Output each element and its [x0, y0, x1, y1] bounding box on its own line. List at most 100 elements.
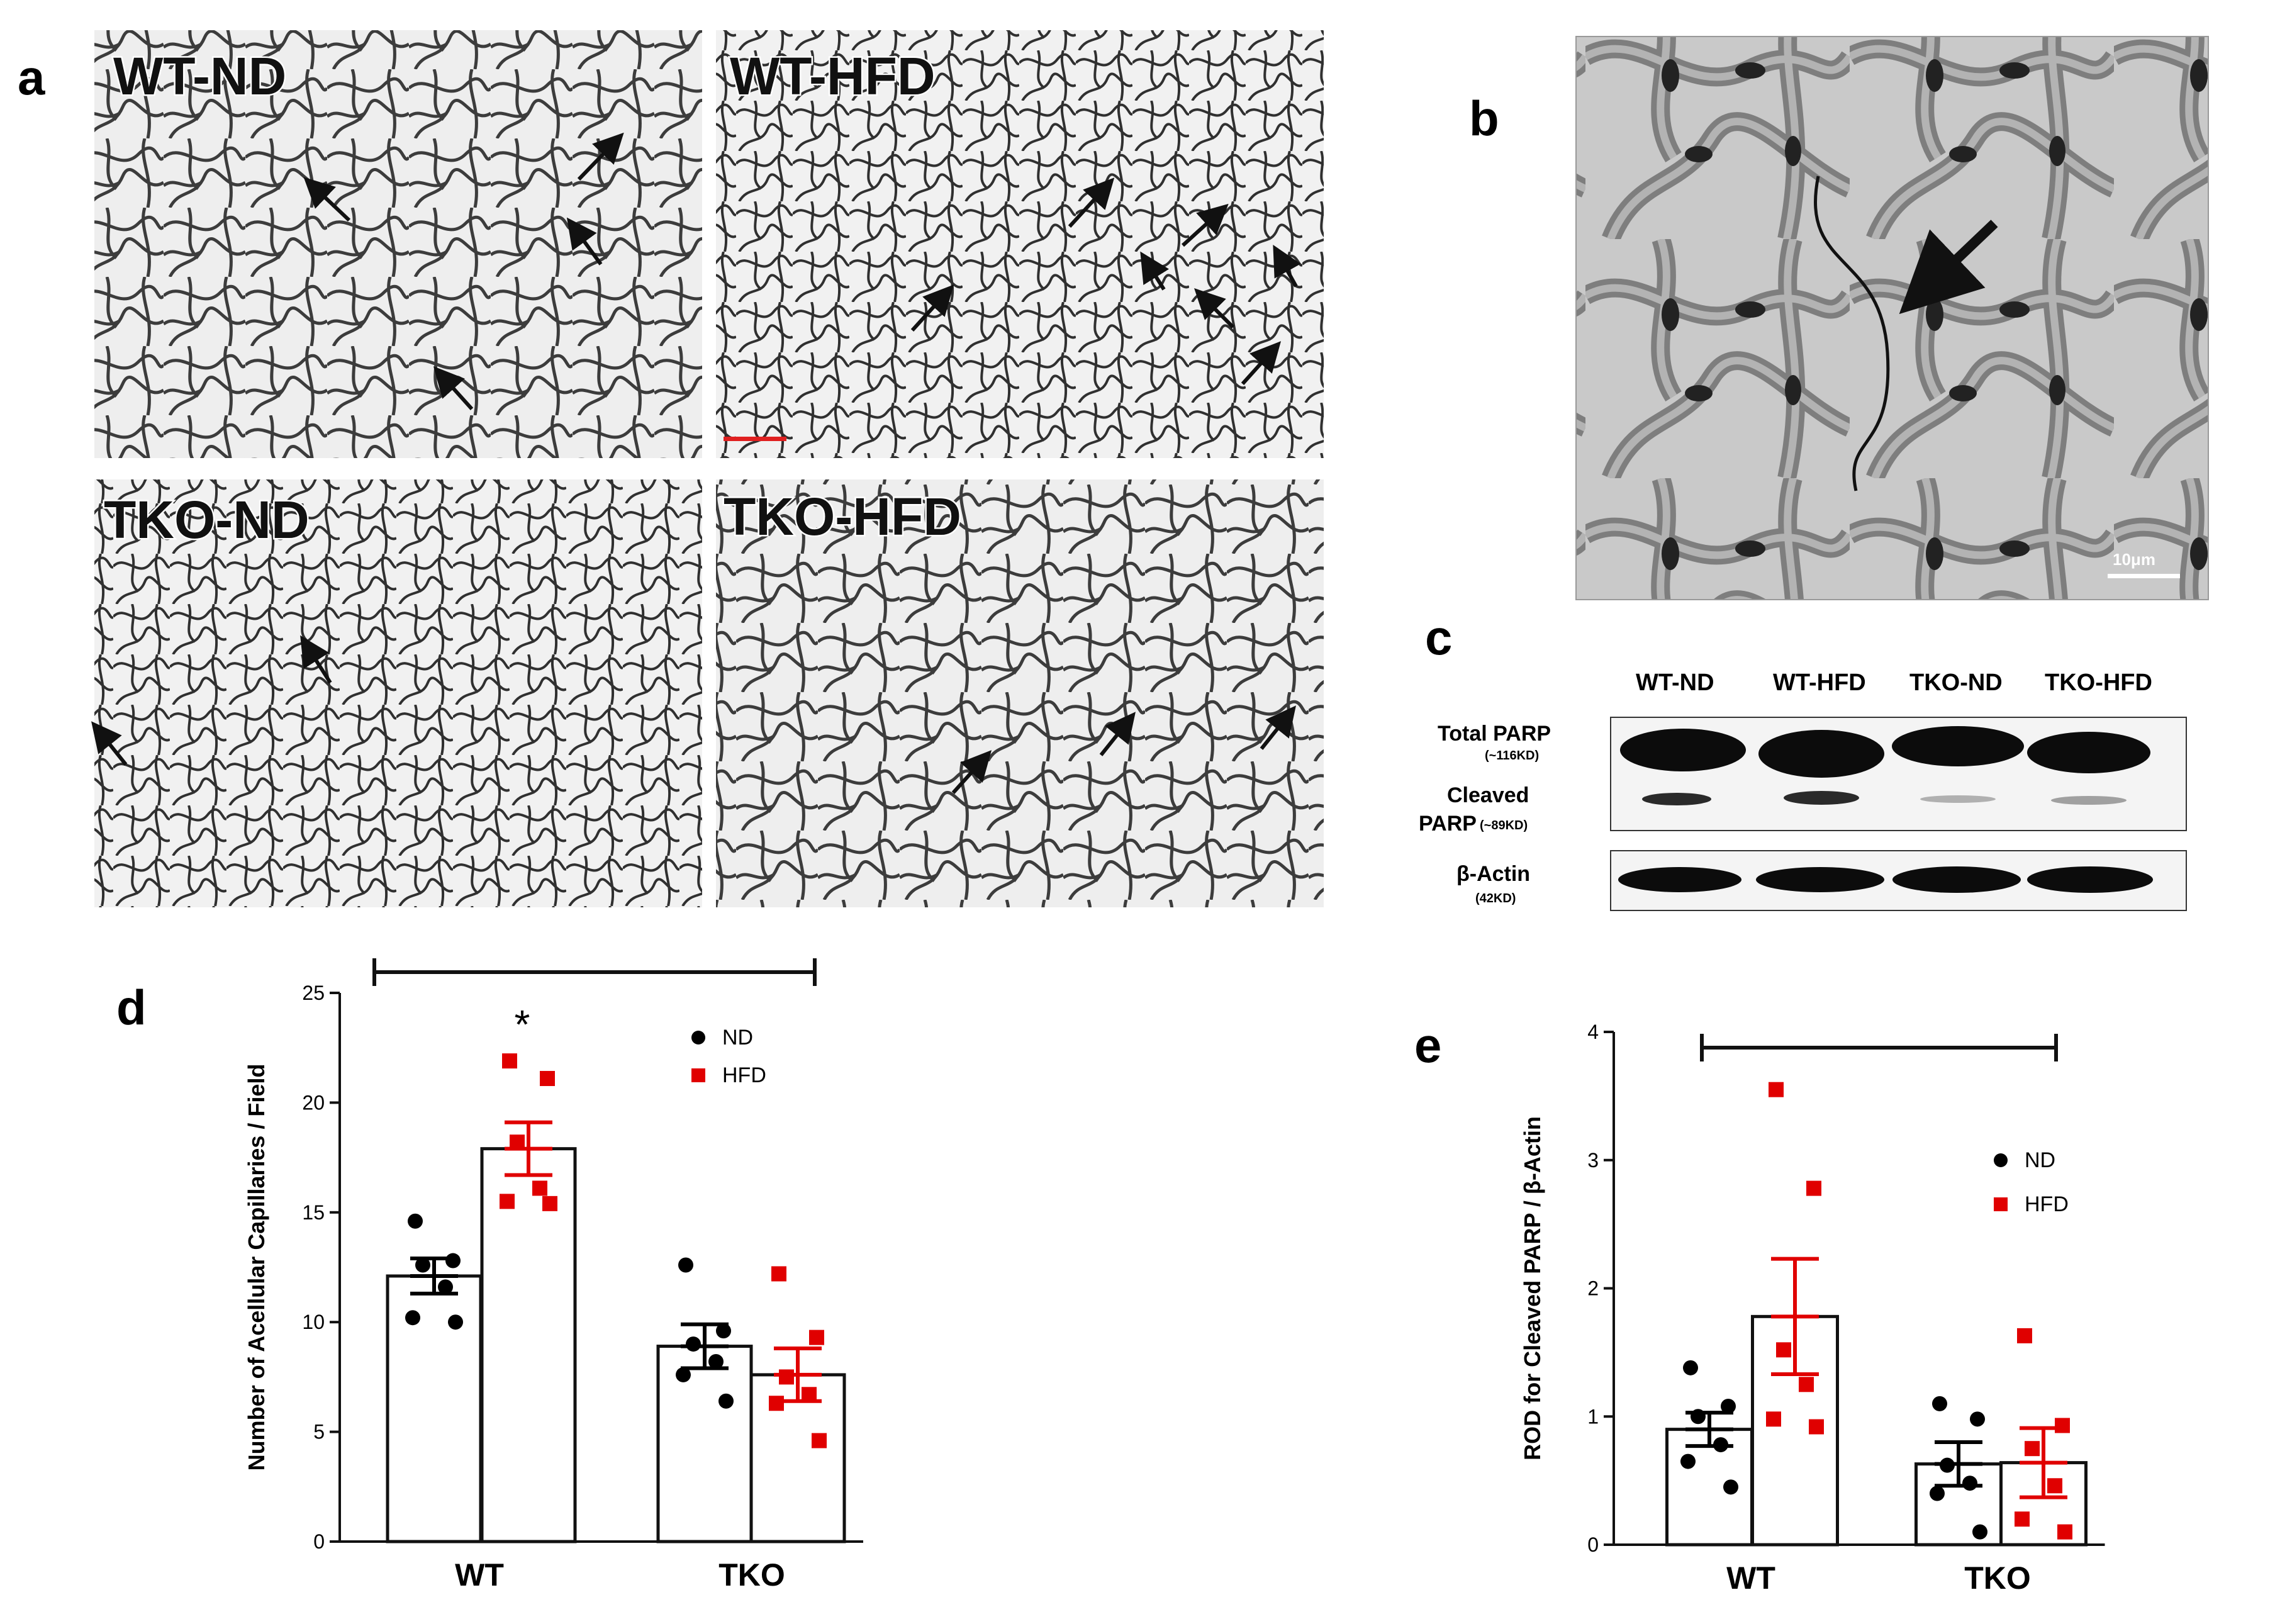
- data-point: [1713, 1437, 1728, 1453]
- y-tick-label: 5: [313, 1421, 325, 1443]
- data-point: [1680, 1453, 1696, 1469]
- data-point: [2047, 1478, 2062, 1494]
- y-tick-label: 0: [313, 1530, 325, 1553]
- data-point: [1962, 1476, 1977, 1491]
- y-tick-label: 0: [1587, 1533, 1599, 1556]
- x-category-label: WT: [455, 1557, 504, 1593]
- data-point: [2017, 1328, 2032, 1343]
- data-point: [2057, 1524, 2072, 1540]
- data-point: [809, 1330, 824, 1345]
- data-point: [812, 1433, 827, 1448]
- large-arrow: [1899, 220, 1998, 315]
- data-point: [779, 1369, 794, 1385]
- micrograph-tko-nd: TKO-ND: [91, 479, 702, 907]
- data-point: [686, 1336, 701, 1352]
- y-tick-label: 20: [302, 1091, 325, 1114]
- data-point: [1806, 1180, 1821, 1196]
- wb-row-cleaved-parp-kd: (~89KD): [1480, 819, 1528, 832]
- electron-micrograph: 10μm: [1575, 36, 2209, 600]
- legend-marker: [1994, 1153, 2008, 1167]
- pericyte-ghost-strand: [1814, 176, 1890, 491]
- x-category-label: WT: [1726, 1560, 1775, 1596]
- data-point: [678, 1257, 693, 1273]
- legend-label: HFD: [2025, 1192, 2069, 1216]
- bar: [480, 1147, 577, 1543]
- wb-row-total-parp: Total PARP: [1438, 722, 1551, 746]
- data-point: [405, 1310, 420, 1326]
- legend-label: HFD: [722, 1063, 766, 1087]
- data-point: [1691, 1409, 1706, 1425]
- wb-row-cleaved-parp: Cleaved: [1447, 783, 1529, 807]
- data-point: [1972, 1524, 1987, 1540]
- data-point: [542, 1196, 557, 1211]
- data-point: [708, 1353, 724, 1369]
- wb-row-beta-actin: β-Actin: [1456, 862, 1530, 886]
- data-point: [540, 1071, 555, 1087]
- x-category-label: TKO: [1964, 1560, 2031, 1596]
- data-point: [1930, 1486, 1945, 1501]
- data-point: [2015, 1511, 2030, 1527]
- legend-marker: [691, 1031, 705, 1044]
- data-point: [1769, 1082, 1784, 1097]
- y-axis-label: ROD for Cleaved PARP / β-Actin: [1519, 1116, 1545, 1460]
- western-blot: WT-ND WT-HFD TKO-ND TKO-HFD Total PARP (…: [1419, 669, 2187, 911]
- wb-row-cleaved-parp-2: PARP: [1419, 812, 1477, 836]
- y-tick-label: 2: [1587, 1277, 1599, 1300]
- data-point: [718, 1393, 734, 1409]
- panel-label-e: e: [1414, 1017, 1441, 1073]
- scale-bar-label: 10μm: [2113, 550, 2155, 569]
- bar: [386, 1274, 483, 1543]
- arrow-markers: [91, 635, 332, 766]
- micrograph-title: WT-HFD: [730, 47, 936, 106]
- data-point: [1766, 1411, 1781, 1427]
- data-point: [1723, 1479, 1738, 1495]
- micrograph-wt-nd: WT-ND: [94, 30, 702, 458]
- micrograph-title: TKO-ND: [104, 490, 310, 549]
- x-category-label: TKO: [718, 1557, 785, 1593]
- y-tick-label: 4: [1587, 1021, 1599, 1043]
- data-point: [1683, 1360, 1698, 1375]
- y-axis-label: Number of Acellular Capillaries / Field: [243, 1064, 269, 1471]
- blot-bands: [1618, 726, 2153, 893]
- data-point: [532, 1180, 547, 1196]
- panel-label-c: c: [1425, 610, 1452, 665]
- arrow-markers: [951, 705, 1296, 795]
- y-tick-label: 15: [302, 1201, 325, 1224]
- wb-row-total-parp-kd: (~116KD): [1485, 749, 1539, 763]
- micrograph-title: TKO-HFD: [724, 487, 961, 546]
- wb-lane-label: TKO-HFD: [2045, 669, 2152, 696]
- y-tick-label: 25: [302, 982, 325, 1004]
- y-tick-label: 1: [1587, 1405, 1599, 1428]
- data-point: [716, 1323, 731, 1339]
- micrograph-tko-hfd: TKO-HFD: [716, 479, 1324, 907]
- legend-marker: [1994, 1197, 2008, 1211]
- data-point: [802, 1387, 817, 1403]
- panel-label-d: d: [116, 980, 147, 1035]
- micrograph-wt-hfd: WT-HFD: [716, 30, 1324, 458]
- data-point: [1799, 1377, 1814, 1392]
- data-point: [438, 1279, 453, 1295]
- data-point: [510, 1134, 525, 1150]
- data-point: [1932, 1396, 1947, 1411]
- data-point: [2055, 1418, 2070, 1433]
- data-point: [1721, 1398, 1736, 1414]
- data-point: [1940, 1457, 1955, 1473]
- data-point: [1776, 1342, 1791, 1358]
- chart-e: 0 1 2 3 4 ROD for Cleaved PARP / β-Actin WT TKO…: [1519, 1021, 2105, 1596]
- wb-lane-label: TKO-ND: [1909, 669, 2003, 696]
- scale-bar: [2108, 574, 2180, 578]
- significance-star: *: [515, 1002, 530, 1047]
- data-point: [1809, 1419, 1824, 1435]
- micrograph-title: WT-ND: [113, 47, 286, 106]
- wb-lane-label: WT-HFD: [1773, 669, 1866, 696]
- data-point: [448, 1314, 463, 1330]
- data-point: [769, 1396, 784, 1411]
- wb-row-beta-actin-kd: (42KD): [1475, 892, 1516, 905]
- data-point: [408, 1213, 423, 1229]
- data-point: [415, 1257, 430, 1273]
- legend-label: ND: [722, 1026, 753, 1050]
- chart-d: 0 5 10 15 20 25 Number of Acellular Capillarie…: [243, 958, 863, 1593]
- arrow-markers: [303, 132, 624, 411]
- data-point: [771, 1266, 786, 1282]
- arrow-markers: [910, 177, 1301, 386]
